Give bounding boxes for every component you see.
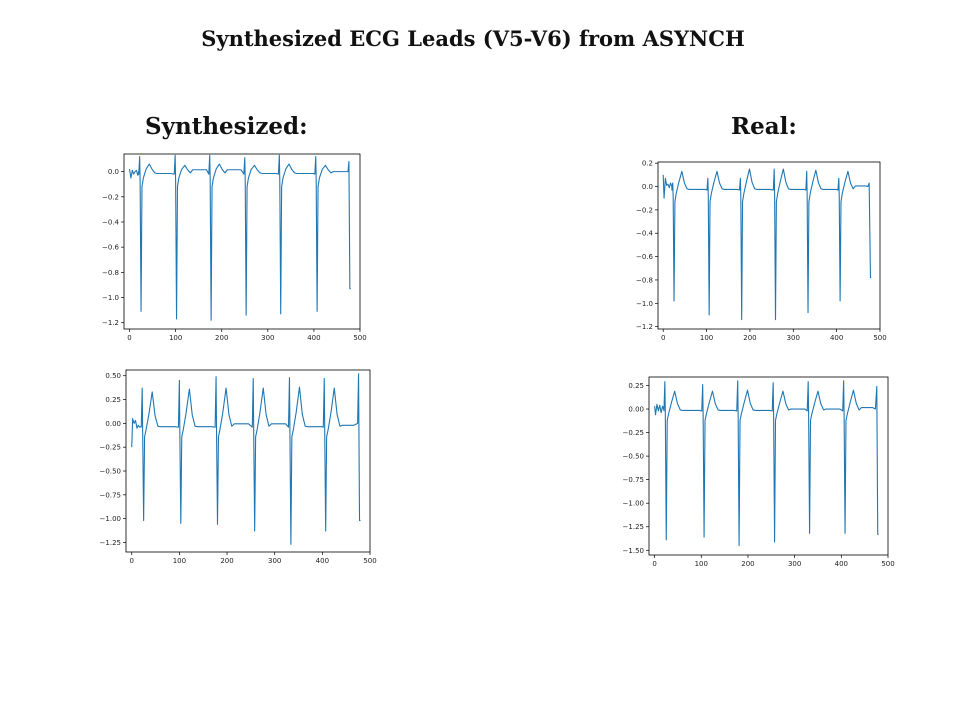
x-tick-label: 200 — [220, 557, 233, 565]
y-tick-label: −0.50 — [100, 468, 121, 476]
x-tick-label: 200 — [741, 560, 754, 568]
y-tick-label: −1.25 — [623, 523, 644, 531]
y-tick-label: 0.0 — [108, 168, 119, 176]
series-line — [131, 373, 361, 545]
y-tick-label: −0.4 — [102, 218, 120, 226]
x-tick-label: 400 — [307, 334, 320, 342]
y-tick-label: 0.25 — [628, 382, 644, 390]
plot-frame — [123, 153, 361, 330]
y-tick-label: −1.00 — [623, 500, 644, 508]
chart-synthesized-v5: 0 100 200 300 400 500 0.0 −0.2 −0.4 −0.6 −0.8 −1.0 −… — [102, 153, 367, 342]
x-tick-label: 0 — [127, 334, 131, 342]
y-tick-label: −0.4 — [636, 230, 654, 238]
chart-synthesized-v6: 0 100 200 300 400 500 0.50 0.25 0.00 −0.25 −0.50 −0… — [100, 369, 377, 565]
x-tick-label: 500 — [881, 560, 894, 568]
y-tick-label: −0.2 — [102, 193, 119, 201]
series-line — [662, 168, 872, 321]
x-tick-label: 100 — [169, 334, 182, 342]
y-tick-label: 0.50 — [105, 372, 121, 380]
x-tick-label: 400 — [316, 557, 329, 565]
y-tick-label: 0.00 — [105, 420, 121, 428]
x-tick-label: 0 — [652, 560, 656, 568]
x-tick-label: 300 — [261, 334, 274, 342]
x-tick-label: 100 — [700, 334, 713, 342]
x-tick-label: 200 — [215, 334, 228, 342]
x-tick-label: 500 — [873, 334, 886, 342]
column-heading-synthesized: Synthesized: — [145, 113, 308, 140]
x-tick-label: 500 — [353, 334, 366, 342]
x-tick-label: 200 — [743, 334, 756, 342]
x-tick-label: 0 — [661, 334, 665, 342]
y-tick-label: −1.00 — [100, 515, 121, 523]
y-tick-label: −0.50 — [623, 453, 644, 461]
plot-frame — [657, 161, 881, 330]
y-tick-label: −1.2 — [102, 319, 119, 327]
y-tick-label: −0.8 — [102, 269, 119, 277]
chart-real-v5: 0 100 200 300 400 500 0.2 0.0 −0.2 −0.4 −0.6 −0.8 −1… — [636, 160, 887, 342]
x-tick-label: 300 — [268, 557, 281, 565]
y-tick-label: −1.0 — [102, 294, 119, 302]
y-tick-label: −0.75 — [100, 491, 121, 499]
y-tick-label: −1.50 — [623, 547, 644, 555]
x-tick-label: 100 — [695, 560, 708, 568]
plot-frame — [648, 376, 889, 556]
y-tick-label: 0.25 — [105, 396, 121, 404]
series-line — [654, 380, 879, 547]
x-tick-label: 400 — [830, 334, 843, 342]
y-tick-label: −0.6 — [102, 244, 120, 252]
y-tick-label: −0.8 — [636, 276, 653, 284]
x-tick-label: 400 — [835, 560, 848, 568]
y-tick-label: 0.2 — [642, 160, 653, 168]
y-tick-label: −1.0 — [636, 300, 653, 308]
x-tick-label: 0 — [129, 557, 133, 565]
y-tick-label: 0.00 — [628, 406, 644, 414]
y-tick-label: 0.0 — [642, 183, 653, 191]
series-line — [128, 154, 351, 321]
plot-frame — [125, 369, 371, 553]
x-tick-label: 300 — [788, 560, 801, 568]
column-heading-real: Real: — [731, 113, 797, 140]
y-tick-label: −1.25 — [100, 539, 121, 547]
page-title: Synthesized ECG Leads (V5-V6) from ASYNC… — [201, 26, 745, 51]
chart-real-v6: 0 100 200 300 400 500 0.25 0.00 −0.25 −0.50 −0.75 −… — [623, 376, 895, 568]
y-tick-label: −0.25 — [623, 429, 644, 437]
x-tick-label: 100 — [173, 557, 186, 565]
x-tick-label: 300 — [787, 334, 800, 342]
y-tick-label: −0.2 — [636, 206, 653, 214]
x-tick-label: 500 — [363, 557, 376, 565]
y-tick-label: −0.25 — [100, 444, 121, 452]
y-tick-label: −1.2 — [636, 323, 653, 331]
y-tick-label: −0.75 — [623, 476, 644, 484]
y-tick-label: −0.6 — [636, 253, 654, 261]
